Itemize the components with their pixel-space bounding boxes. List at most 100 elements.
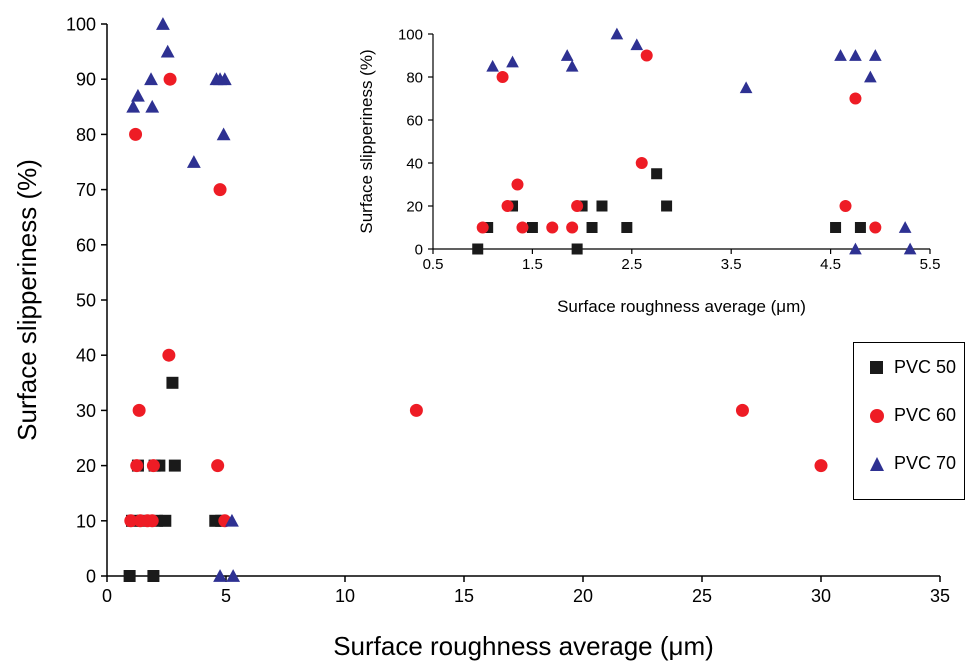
inset-point-pvc70 — [864, 70, 877, 83]
inset-point-pvc70 — [565, 59, 579, 72]
inset-point-pvc50 — [596, 200, 608, 212]
square-marker-icon — [870, 360, 883, 374]
main-point-pvc60 — [145, 514, 159, 528]
main-point-pvc70 — [216, 127, 231, 141]
inset-x-tick-label: 0.5 — [423, 256, 444, 273]
main-y-tick-label: 40 — [76, 346, 96, 366]
main-axes: 0 5 10 15 20 25 30 35 0 10 20 30 40 50 60 70 80 90 100 Surf… — [12, 14, 950, 661]
main-point-pvc50 — [147, 570, 160, 582]
inset-point-pvc60 — [516, 221, 529, 234]
main-x-tick-label: 20 — [573, 586, 593, 606]
inset-y-axis-title: Surface slipperiness (%) — [357, 49, 376, 233]
main-y-tick-label: 20 — [76, 456, 96, 476]
main-x-tick-label: 15 — [454, 586, 474, 606]
main-y-tick-label: 60 — [76, 235, 96, 255]
main-point-pvc70 — [156, 17, 170, 30]
main-point-pvc70 — [126, 99, 141, 113]
main-y-tick-label: 80 — [76, 125, 96, 145]
main-point-pvc60 — [162, 348, 176, 362]
inset-point-pvc70 — [610, 27, 624, 40]
triangle-marker-icon — [870, 456, 884, 471]
main-point-pvc60 — [146, 459, 160, 473]
main-point-pvc70 — [213, 569, 227, 582]
inset-point-pvc60 — [546, 221, 559, 234]
inset-x-axis-title: Surface roughness average (μm) — [557, 297, 806, 316]
inset-point-pvc50 — [526, 222, 538, 233]
main-point-pvc60 — [409, 403, 423, 417]
inset-point-pvc60 — [501, 200, 514, 212]
main-point-pvc60 — [735, 403, 749, 417]
inset-point-pvc70 — [506, 55, 519, 68]
inset-point-pvc70 — [739, 81, 753, 94]
circle-marker-icon — [870, 408, 884, 423]
inset-x-tick-label: 2.5 — [621, 256, 642, 273]
inset-y-tick-label: 60 — [406, 112, 423, 129]
main-point-pvc60 — [124, 514, 138, 528]
main-x-tick-label: 25 — [692, 586, 712, 606]
inset-y-tick-label: 0 — [415, 241, 423, 258]
main-point-pvc70 — [186, 155, 201, 168]
main-x-axis-title: Surface roughness average (μm) — [333, 631, 714, 661]
main-y-tick-label: 50 — [76, 290, 96, 310]
inset-point-pvc60 — [869, 221, 882, 234]
inset-point-pvc70 — [630, 38, 644, 51]
inset-point-pvc50 — [651, 168, 663, 180]
legend-label-pvc50: PVC 50 — [894, 357, 957, 377]
inset-point-pvc60 — [496, 71, 509, 83]
main-y-tick-label: 90 — [76, 70, 96, 90]
main-point-pvc60 — [814, 459, 828, 473]
inset-point-pvc50 — [472, 243, 484, 255]
legend: PVC 50 PVC 60 PVC 70 — [853, 342, 965, 500]
main-x-tick-label: 5 — [221, 586, 231, 606]
inset-point-pvc50 — [586, 222, 598, 233]
legend-item-pvc60: PVC 60 — [866, 405, 956, 426]
main-point-pvc70 — [145, 99, 160, 113]
inset-point-pvc70 — [486, 59, 499, 72]
main-x-tick-label: 0 — [102, 586, 112, 606]
inset-point-pvc50 — [830, 222, 842, 233]
main-x-tick-label: 30 — [811, 586, 831, 606]
inset-point-pvc70 — [869, 49, 882, 61]
main-x-tick-label: 35 — [930, 586, 950, 606]
main-point-pvc60 — [211, 459, 225, 473]
main-point-pvc50 — [123, 570, 136, 582]
main-point-pvc60 — [129, 127, 143, 141]
inset-point-pvc70 — [903, 242, 917, 255]
inset-x-tick-label: 4.5 — [820, 256, 841, 273]
legend-item-pvc70: PVC 70 — [866, 453, 956, 474]
main-point-pvc70 — [131, 88, 145, 102]
inset-point-pvc70 — [849, 242, 862, 255]
main-y-tick-label: 70 — [76, 180, 96, 200]
inset-point-pvc60 — [571, 200, 584, 212]
inset-point-pvc60 — [839, 200, 852, 212]
inset-y-tick-label: 80 — [406, 69, 423, 86]
main-point-pvc60 — [130, 459, 144, 473]
main-y-tick-label: 100 — [66, 14, 96, 34]
main-point-pvc70 — [226, 569, 241, 582]
legend-label-pvc70: PVC 70 — [894, 453, 957, 473]
main-point-pvc50 — [166, 376, 179, 389]
inset-y-tick-label: 20 — [406, 198, 423, 215]
inset-point-pvc60 — [635, 157, 648, 169]
main-point-pvc60 — [213, 183, 227, 197]
inset-y-tick-label: 100 — [398, 26, 423, 43]
legend-label-pvc60: PVC 60 — [894, 405, 957, 425]
main-point-pvc50 — [168, 459, 181, 472]
main-y-tick-label: 10 — [76, 511, 96, 531]
inset-points — [472, 27, 917, 255]
inset-x-tick-label: 5.5 — [920, 256, 941, 273]
inset-point-pvc50 — [571, 243, 583, 255]
main-point-pvc60 — [163, 72, 177, 86]
inset-point-pvc70 — [898, 221, 912, 233]
main-point-pvc70 — [225, 513, 239, 527]
inset-point-pvc50 — [661, 200, 673, 212]
main-x-tick-label: 10 — [335, 586, 355, 606]
legend-item-pvc50: PVC 50 — [866, 357, 956, 378]
main-y-tick-label: 30 — [76, 401, 96, 421]
inset-point-pvc70 — [849, 49, 862, 61]
inset-point-pvc60 — [566, 221, 579, 234]
inset-x-tick-label: 1.5 — [522, 256, 543, 273]
inset-x-tick-label: 3.5 — [721, 256, 742, 273]
